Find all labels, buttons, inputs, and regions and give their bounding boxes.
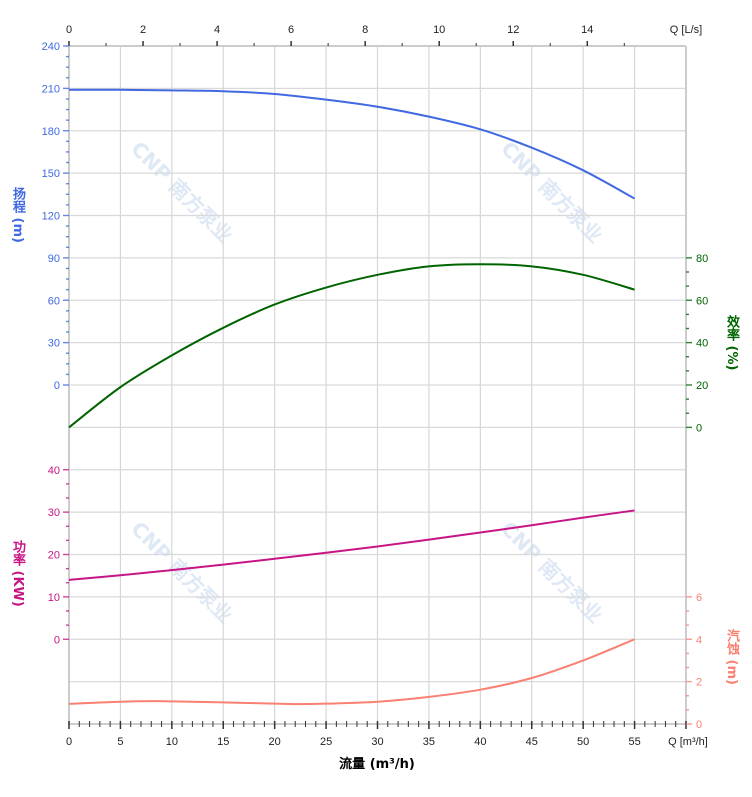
power-curve — [68, 509, 635, 581]
x-tick-label: 30 — [371, 736, 383, 748]
watermark-logo: CNP 南方泵业 — [126, 137, 237, 248]
x-tick-label: 15 — [217, 736, 229, 748]
x-tick-label: 20 — [269, 736, 281, 748]
head-curve — [68, 88, 636, 200]
top-tick-label: 8 — [362, 24, 368, 36]
npsh-tick-label: 4 — [696, 634, 702, 646]
head-tick-label: 120 — [42, 211, 60, 223]
top-tick-label: 0 — [66, 24, 72, 36]
efficiency-tick-label: 40 — [696, 338, 708, 350]
efficiency-tick-label: 0 — [696, 422, 702, 434]
x-unit-label: Q [m³/h] — [668, 736, 708, 748]
efficiency-curve — [68, 263, 635, 429]
power-tick-label: 20 — [48, 550, 60, 562]
npsh-curve — [68, 638, 635, 706]
head-tick-label: 0 — [54, 380, 60, 392]
efficiency-axis-title: 效率 (%) — [724, 315, 739, 371]
x-tick-label: 50 — [577, 736, 589, 748]
x-tick-label: 35 — [423, 736, 435, 748]
head-tick-label: 240 — [42, 41, 60, 53]
watermark-logo: CNP 南方泵业 — [496, 137, 607, 248]
efficiency-tick-label: 80 — [696, 253, 708, 265]
x-tick-label: 10 — [166, 736, 178, 748]
efficiency-tick-label: 20 — [696, 380, 708, 392]
top-tick-label: 2 — [140, 24, 146, 36]
head-tick-label: 60 — [48, 295, 60, 307]
top-tick-label: 12 — [507, 24, 519, 36]
power-tick-label: 40 — [48, 465, 60, 477]
x-tick-label: 0 — [66, 736, 72, 748]
top-tick-label: 14 — [581, 24, 593, 36]
watermark-logo: CNP 南方泵业 — [496, 517, 607, 628]
head-tick-label: 210 — [42, 83, 60, 95]
x-tick-label: 5 — [117, 736, 123, 748]
power-tick-label: 0 — [54, 634, 60, 646]
npsh-tick-label: 0 — [696, 719, 702, 731]
top-tick-label: 10 — [433, 24, 445, 36]
power-axis-title: 功率 (KW) — [10, 540, 25, 607]
x-tick-label: 55 — [628, 736, 640, 748]
npsh-axis-title: 汽蚀 (m) — [724, 629, 739, 685]
x-tick-label: 45 — [526, 736, 538, 748]
top-unit-label: Q [L/s] — [670, 24, 702, 36]
top-tick-label: 4 — [214, 24, 220, 36]
npsh-tick-label: 2 — [696, 677, 702, 689]
head-tick-label: 90 — [48, 253, 60, 265]
head-tick-label: 180 — [42, 126, 60, 138]
npsh-tick-label: 6 — [696, 592, 702, 604]
head-axis-title: 扬程 (m) — [10, 187, 25, 243]
power-tick-label: 10 — [48, 592, 60, 604]
top-tick-label: 6 — [288, 24, 294, 36]
x-tick-label: 25 — [320, 736, 332, 748]
efficiency-tick-label: 60 — [696, 295, 708, 307]
head-tick-label: 150 — [42, 168, 60, 180]
x-axis-title: 流量 (m³/h) — [339, 756, 415, 772]
head-tick-label: 30 — [48, 338, 60, 350]
x-tick-label: 40 — [474, 736, 486, 748]
power-tick-label: 30 — [48, 507, 60, 519]
